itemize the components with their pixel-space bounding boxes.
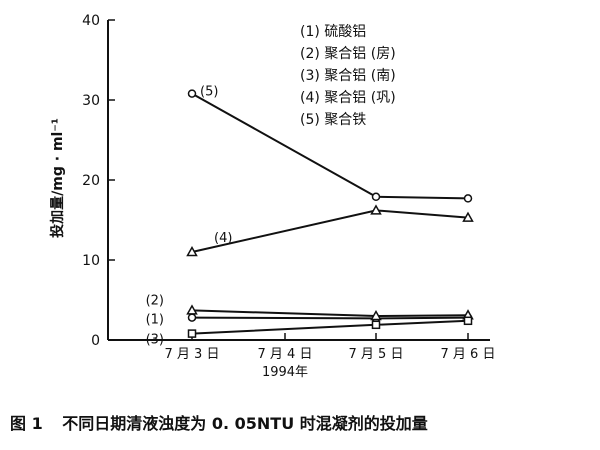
series-line [191,309,469,318]
series-line [191,209,469,253]
series-line [191,92,469,200]
series-tag: (3) [146,333,164,348]
data-point [187,313,197,322]
series-3: (3) [146,316,473,348]
figure-number: 图 1 [10,414,43,433]
x-axis-sublabel: 1994年 [262,365,308,380]
series-5: (5) [187,85,473,203]
x-ticks: 7 月 3 日 7 月 4 日 7 月 5 日 7 月 6 日 [165,333,496,362]
x-tick-label: 7 月 4 日 [258,347,313,362]
x-tick-label: 7 月 5 日 [349,347,404,362]
series-tag: (1) [146,313,164,328]
data-point [187,89,197,98]
y-axis-label: 投加量/mg · ml⁻¹ [50,118,66,238]
y-tick-label: 20 [82,173,100,189]
data-point [462,211,474,222]
y-tick-label: 0 [91,333,100,349]
y-ticks: 0 10 20 30 40 [82,13,115,349]
data-point [371,320,381,330]
series-group: (1) (2) (3) (4) (5) [146,85,474,348]
figure-caption-text: 不同日期清液浊度为 0. 05NTU 时混凝剂的投加量 [62,414,428,433]
data-point [186,245,198,257]
y-tick-label: 30 [82,93,100,109]
legend-item: (2) 聚合铝 (房) [300,46,396,62]
data-point [370,309,382,321]
data-point [370,204,382,215]
data-point [187,329,197,338]
series-2: (2) [146,293,474,321]
legend-item: (4) 聚合铝 (巩) [300,90,396,106]
legend: (1) 硫酸铝 (2) 聚合铝 (房) (3) 聚合铝 (南) (4) 聚合铝 (巩)… [300,24,396,128]
legend-item: (1) 硫酸铝 [300,24,366,40]
legend-item: (5) 聚合铁 [300,112,366,128]
x-tick-label: 7 月 3 日 [165,347,220,362]
series-line [191,319,469,335]
series-line [191,316,469,320]
legend-item: (3) 聚合铝 (南) [300,68,396,84]
series-tag: (2) [146,293,164,308]
x-tick-label: 7 月 6 日 [441,347,496,362]
data-point [463,194,473,203]
data-point [186,304,198,315]
y-tick-label: 10 [82,253,100,269]
data-point [371,192,381,202]
figure-caption: 图 1 不同日期清液浊度为 0. 05NTU 时混凝剂的投加量 [10,410,595,434]
y-tick-label: 40 [82,13,100,29]
series-tag: (5) [200,85,218,100]
data-point [463,316,473,326]
series-4: (4) [186,204,474,257]
series-tag: (4) [214,231,232,246]
